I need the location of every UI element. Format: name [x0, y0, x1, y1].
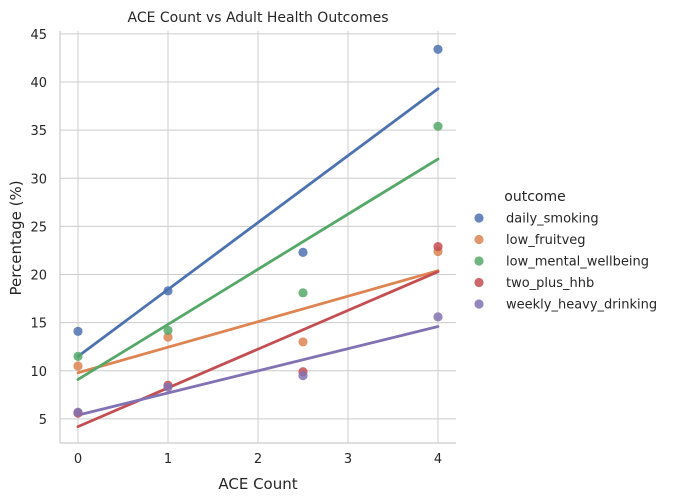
y-axis-label: Percentage (%) — [7, 180, 25, 295]
legend-marker-daily_smoking — [474, 213, 484, 223]
data-point-weekly_heavy_drinking — [433, 312, 443, 322]
data-point-low_mental_wellbeing — [298, 288, 308, 298]
data-points — [73, 44, 443, 418]
y-tick-label: 45 — [30, 28, 47, 43]
legend-label-low_mental_wellbeing: low_mental_wellbeing — [506, 255, 649, 270]
y-tick-label: 40 — [30, 76, 47, 91]
legend-marker-two_plus_hhb — [474, 277, 484, 288]
x-tick-label: 2 — [254, 452, 262, 467]
legend-label-low_fruitveg: low_fruitveg — [506, 233, 586, 248]
x-tick-label: 4 — [434, 452, 442, 467]
regression-line-weekly_heavy_drinking — [76, 325, 440, 417]
regression-lines — [76, 87, 440, 429]
y-tick-label: 25 — [30, 220, 47, 235]
data-point-weekly_heavy_drinking — [73, 407, 83, 417]
legend-label-two_plus_hhb: two_plus_hhb — [506, 276, 594, 291]
regression-line-low_fruitveg — [76, 269, 440, 375]
data-point-low_mental_wellbeing — [73, 351, 83, 361]
data-point-low_fruitveg — [73, 361, 83, 371]
grid — [60, 31, 456, 443]
data-point-low_fruitveg — [163, 332, 173, 342]
y-tick-label: 15 — [30, 317, 47, 332]
data-point-low_fruitveg — [298, 337, 308, 347]
legend-marker-weekly_heavy_drinking — [474, 299, 484, 309]
data-point-low_mental_wellbeing — [433, 121, 443, 131]
data-point-daily_smoking — [298, 247, 308, 258]
x-tick-label: 3 — [344, 452, 352, 467]
legend-title: outcome — [504, 189, 565, 205]
x-axis-label: ACE Count — [218, 475, 297, 493]
legend: outcome daily_smoking low_fruitveg low_men… — [474, 189, 657, 313]
x-tick-label: 0 — [74, 452, 82, 467]
y-tick-label: 30 — [30, 172, 47, 187]
legend-marker-low_mental_wellbeing — [474, 256, 484, 266]
data-point-weekly_heavy_drinking — [298, 371, 308, 381]
regression-line-low_mental_wellbeing — [76, 157, 440, 381]
legend-marker-low_fruitveg — [474, 234, 484, 245]
y-tick-label: 5 — [39, 413, 47, 428]
data-point-low_mental_wellbeing — [163, 325, 173, 335]
legend-label-daily_smoking: daily_smoking — [506, 212, 599, 227]
y-tick-label: 20 — [30, 269, 47, 284]
legend-label-weekly_heavy_drinking: weekly_heavy_drinking — [506, 298, 657, 313]
data-point-two_plus_hhb — [433, 242, 443, 252]
y-tick-label: 35 — [30, 124, 47, 139]
y-tick-label: 10 — [30, 365, 47, 380]
data-point-weekly_heavy_drinking — [163, 382, 173, 392]
data-point-daily_smoking — [73, 326, 83, 336]
regression-line-daily_smoking — [76, 87, 440, 358]
axes-spines — [59, 31, 456, 444]
chart-title: ACE Count vs Adult Health Outcomes — [128, 10, 389, 26]
x-tick-label: 1 — [164, 452, 172, 467]
data-point-daily_smoking — [433, 44, 443, 54]
data-point-daily_smoking — [163, 286, 173, 296]
